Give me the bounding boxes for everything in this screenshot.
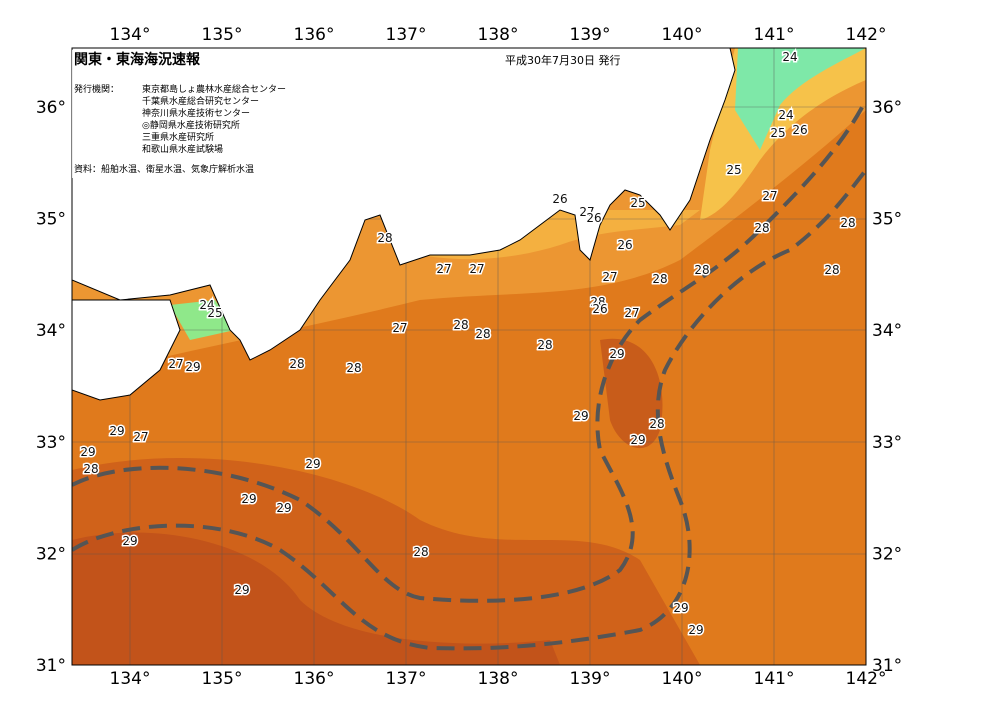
lat-label: 33°: [36, 433, 66, 453]
issuer: 和歌山県水産試験場: [142, 143, 223, 155]
lat-label: 34°: [872, 321, 902, 341]
isotherm-label: 27: [436, 262, 451, 276]
lon-label: 142°: [846, 25, 887, 45]
map-frame: [71, 47, 867, 666]
lon-label: 138°: [478, 669, 519, 689]
isotherm-label: 28: [413, 545, 428, 559]
labels: 134° 134° 135° 135° 136° 136° 137° 137° 138° 138°…: [36, 25, 902, 689]
lat-label: 31°: [36, 656, 66, 676]
isotherm-label: 26: [617, 238, 632, 252]
isotherm-label: 25: [726, 163, 741, 177]
isotherm-label: 24: [778, 108, 793, 122]
lon-label: 135°: [202, 669, 243, 689]
isotherm-label: 26: [586, 211, 601, 225]
isotherm-label: 28: [649, 417, 664, 431]
issuer: 三重県水産研究所: [142, 131, 214, 143]
isotherm-label: 29: [573, 409, 588, 423]
lon-label: 136°: [294, 669, 335, 689]
lon-label: 139°: [570, 25, 611, 45]
isotherm-label: 29: [276, 501, 291, 515]
isotherm-label: 29: [185, 360, 200, 374]
isotherm-label: 29: [305, 457, 320, 471]
lat-label: 32°: [872, 544, 902, 564]
lon-label: 140°: [662, 25, 703, 45]
kuroshio-path: [72, 99, 866, 651]
isotherm-label: 28: [694, 263, 709, 277]
isotherm-label: 28: [377, 231, 392, 245]
warm-patch: [600, 338, 663, 449]
isotherm-label: 24: [199, 298, 214, 312]
lat-label: 36°: [36, 98, 66, 118]
isotherm-label: 27: [392, 321, 407, 335]
isotherm-label: 28: [453, 318, 468, 332]
issuer: 千葉県水産総合研究センター: [142, 95, 259, 107]
isotherm-label: 27: [624, 306, 639, 320]
isotherm-label: 25: [630, 196, 645, 210]
isotherm-label: 28: [590, 295, 605, 309]
lon-label: 134°: [110, 25, 151, 45]
lat-label: 36°: [872, 98, 902, 118]
cold-water: [735, 48, 866, 150]
title: 関東・東海海況速報: [74, 51, 201, 68]
isotherm-label: 29: [688, 623, 703, 637]
lon-label: 140°: [662, 669, 703, 689]
lat-label: 32°: [36, 544, 66, 564]
issuer-label: 発行機関：: [74, 83, 119, 95]
isotherm-label: 29: [109, 424, 124, 438]
isotherm-label: 28: [346, 361, 361, 375]
lon-label: 135°: [202, 25, 243, 45]
isotherm-label: 29: [241, 492, 256, 506]
info-panel: [72, 50, 302, 178]
issuer: 東京都島しょ農林水産総合センター: [142, 83, 286, 95]
isotherm-label: 27: [762, 189, 777, 203]
isotherm-label: 29: [234, 583, 249, 597]
lon-label: 141°: [754, 25, 795, 45]
lon-label: 138°: [478, 25, 519, 45]
lon-label: 142°: [846, 669, 887, 689]
issuer: 神奈川県水産技術センター: [142, 107, 250, 119]
isotherm-label: 28: [475, 327, 490, 341]
isotherm-label: 25: [207, 306, 222, 320]
isotherm-label: 27: [579, 205, 594, 219]
isotherm-label: 29: [609, 347, 624, 361]
issuer: ◎静岡県水産技術研究所: [142, 119, 240, 131]
isotherm-label: 26: [592, 302, 607, 316]
isotherm-label: 25: [770, 126, 785, 140]
isotherm-label: 28: [652, 272, 667, 286]
isotherm-label: 27: [168, 357, 183, 371]
isotherm-label: 26: [792, 123, 807, 137]
lon-label: 136°: [294, 25, 335, 45]
isotherm-label: 28: [824, 263, 839, 277]
isotherm-label: 27: [133, 430, 148, 444]
lon-label: 137°: [386, 669, 427, 689]
lon-label: 134°: [110, 669, 151, 689]
lat-label: 35°: [872, 210, 902, 230]
lon-label: 137°: [386, 25, 427, 45]
isotherm-label: 28: [754, 221, 769, 235]
warm-core: [72, 532, 560, 665]
lat-label: 33°: [872, 433, 902, 453]
source: 資料：船舶水温、衛星水温、気象庁解析水温: [74, 163, 254, 175]
isotherm-label: 29: [80, 445, 95, 459]
isotherm-label: 28: [840, 216, 855, 230]
land: [72, 299, 181, 401]
lon-label: 139°: [570, 669, 611, 689]
isotherm-label: 26: [552, 192, 567, 206]
isotherm-label: 27: [602, 270, 617, 284]
lon-label: 141°: [754, 669, 795, 689]
isotherm-label: 24: [782, 50, 797, 64]
isotherm-label: 29: [630, 433, 645, 447]
isotherm-label: 28: [83, 462, 98, 476]
lat-label: 31°: [872, 656, 902, 676]
issue-date: 平成30年7月30日 発行: [505, 53, 621, 67]
lat-label: 35°: [36, 210, 66, 230]
lat-label: 34°: [36, 321, 66, 341]
isotherm-label: 27: [469, 262, 484, 276]
isotherm-label: 28: [289, 357, 304, 371]
isotherm-label: 29: [122, 534, 137, 548]
isotherm-label: 28: [537, 338, 552, 352]
isotherm-label: 29: [673, 601, 688, 615]
